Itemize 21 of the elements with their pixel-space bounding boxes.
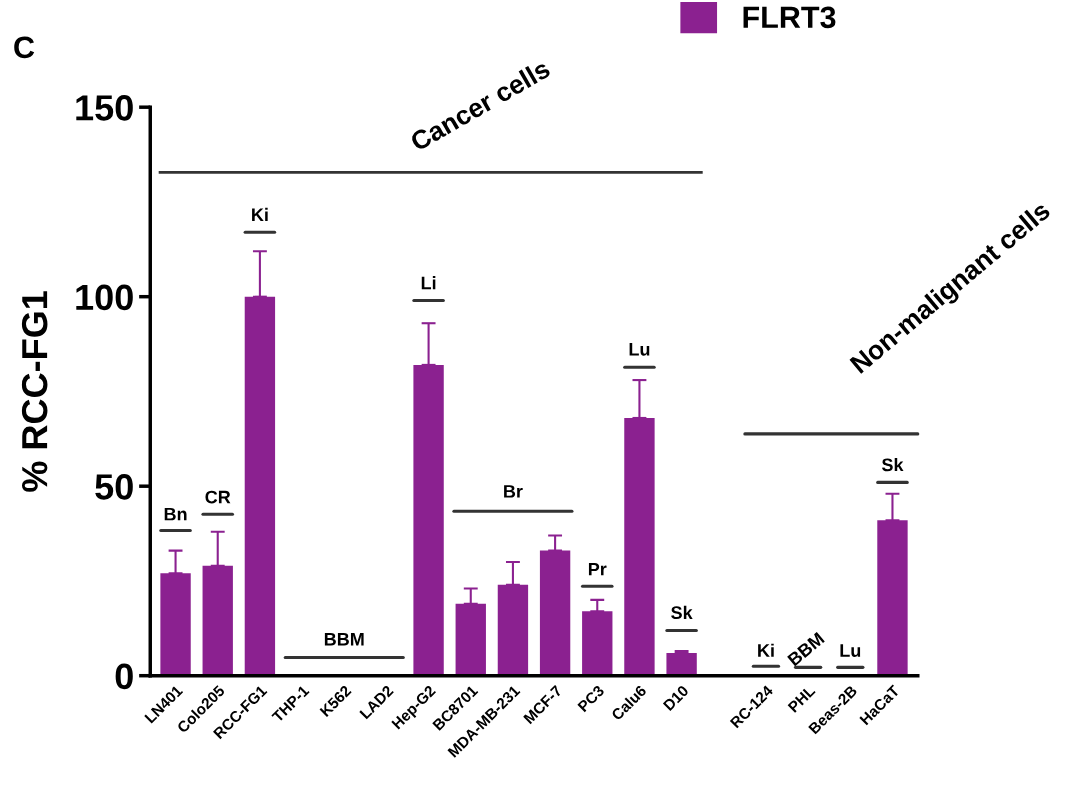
bar — [666, 652, 697, 676]
annotation: Pr — [588, 562, 607, 576]
annotation: Ki — [758, 643, 774, 657]
y-tick-label: 100 — [76, 284, 133, 311]
annotation: Lu — [629, 343, 650, 356]
y-tick-label: 150 — [76, 95, 133, 121]
text: C — [14, 36, 35, 59]
legend-label: FLRT3 — [743, 6, 836, 29]
x-tick-label: D10 — [662, 684, 690, 712]
annotation: Bn — [164, 507, 187, 521]
annotation: Br — [504, 485, 523, 498]
annotation: CR — [205, 490, 231, 504]
annotation: Li — [421, 276, 436, 290]
annotation: Ki — [252, 207, 268, 221]
annotation: BBM — [324, 633, 364, 646]
y-tick-label: 0 — [115, 663, 133, 690]
annotation: Sk — [671, 605, 693, 620]
annotation: Sk — [881, 457, 904, 472]
y-tick-label: 50 — [95, 474, 133, 500]
y-axis-title: % RCC-FG1 — [21, 291, 48, 492]
annotation: Lu — [840, 644, 861, 657]
